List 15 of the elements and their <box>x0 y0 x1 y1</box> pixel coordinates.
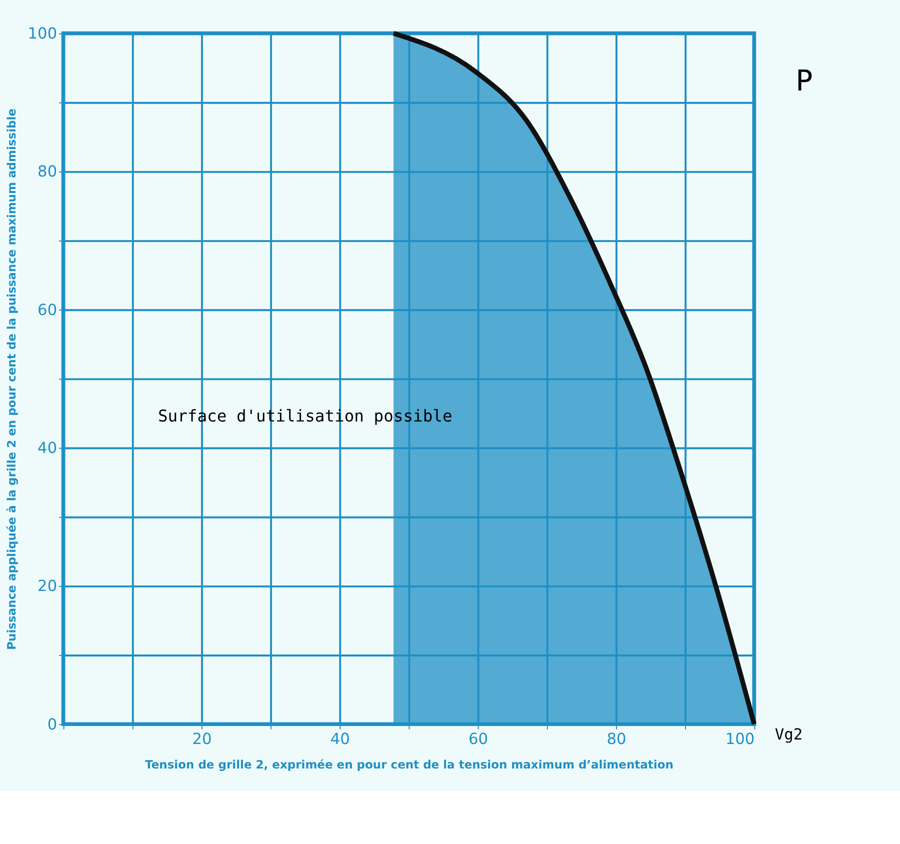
y-tick-label: 60 <box>38 300 58 319</box>
y-tick-label: 40 <box>38 439 58 458</box>
text: P <box>796 63 813 98</box>
x-tick-label: 20 <box>192 730 212 748</box>
y-axis-title: Puissance appliquée à la grille 2 en pour cent de la puissance maximum admissible <box>4 108 18 650</box>
x-tick-label: 80 <box>606 730 626 748</box>
x-axis-title: Tension de grille 2, exprimée en pour cent de la tension maximum d’alimentation <box>145 758 674 772</box>
text: Vg2 <box>774 725 803 744</box>
y-tick-label: 100 <box>28 24 58 43</box>
x-tick-label: 40 <box>330 730 350 748</box>
y-tick-label: 0 <box>47 715 58 734</box>
x-tick-label: 100 <box>725 730 755 748</box>
x-tick-label: 60 <box>468 730 488 748</box>
y-tick-label: 80 <box>38 162 58 181</box>
y-tick-label: 20 <box>38 577 58 596</box>
